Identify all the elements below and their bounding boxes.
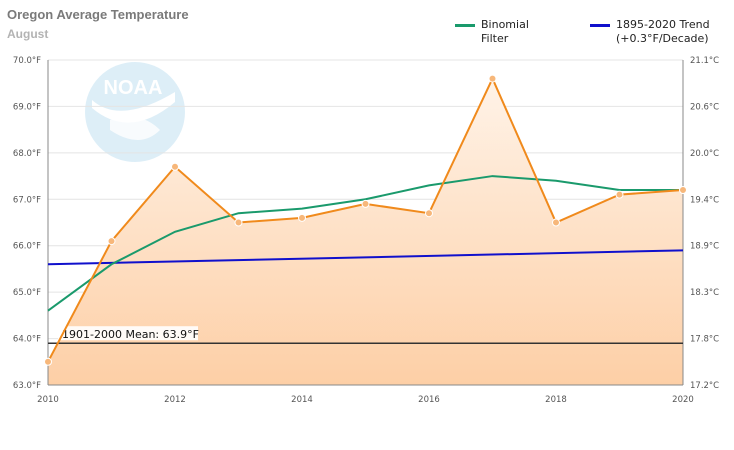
temperature-point: [298, 213, 306, 222]
watermark-text: NOAA: [104, 77, 163, 99]
y-tick-label-left: 67.0°F: [13, 195, 41, 205]
legend-label: Binomial: [481, 18, 529, 31]
temperature-point: [44, 357, 52, 366]
legend-label: 1895-2020 Trend: [616, 18, 710, 31]
legend-item-binomial-filter[interactable]: Binomial Filter: [455, 18, 529, 46]
temperature-area: [48, 78, 683, 386]
chart-title: Oregon Average Temperature: [7, 7, 189, 22]
chart-subtitle: August: [7, 27, 49, 41]
x-tick-label: 2018: [545, 395, 567, 405]
noaa-logo-watermark: NOAA: [85, 62, 185, 162]
legend-label: (+0.3°F/Decade): [616, 32, 709, 45]
temperature-point: [488, 74, 497, 83]
y-tick-label-left: 64.0°F: [13, 335, 41, 345]
temperature-point: [234, 218, 243, 227]
x-tick-label: 2016: [418, 395, 440, 405]
y-tick-label-left: 65.0°F: [13, 288, 41, 298]
y-tick-label-right: 20.6°C: [690, 102, 719, 112]
temperature-point: [425, 209, 433, 218]
legend-label: Filter: [481, 32, 509, 45]
mean-label-text: 1901-2000 Mean: 63.9°F: [62, 328, 199, 341]
y-tick-label-right: 20.0°C: [690, 149, 719, 159]
temperature-point: [615, 190, 624, 199]
x-tick-label: 2012: [164, 395, 186, 405]
temperature-point: [679, 186, 687, 194]
legend-item-trend[interactable]: 1895-2020 Trend (+0.3°F/Decade): [590, 18, 710, 46]
y-tick-label-right: 18.9°C: [690, 242, 719, 252]
legend-swatch-trend: [590, 24, 610, 27]
binomial-filter-line: [47, 175, 683, 312]
y-tick-label-left: 69.0°F: [13, 102, 41, 112]
temperature-point: [107, 237, 116, 246]
x-tick-label: 2014: [291, 395, 313, 405]
y-tick-label-right: 19.4°C: [690, 195, 719, 205]
temperature-point: [171, 162, 179, 171]
y-tick-label-right: 21.1°C: [690, 56, 719, 66]
y-tick-label-right: 18.3°C: [690, 288, 719, 298]
x-tick-label: 2010: [37, 395, 59, 405]
trend-line: [47, 249, 684, 266]
y-tick-label-right: 17.2°C: [690, 381, 719, 391]
y-tick-label-left: 63.0°F: [13, 381, 41, 391]
mean-label: 1901-2000 Mean: 63.9°F: [58, 326, 199, 341]
y-tick-label-left: 68.0°F: [13, 149, 41, 159]
x-tick-label: 2020: [672, 395, 694, 405]
legend-swatch-binomial-filter: [455, 24, 475, 27]
temperature-point: [361, 199, 370, 208]
temperature-point: [552, 218, 560, 227]
y-tick-label-left: 70.0°F: [13, 56, 41, 66]
y-tick-label-left: 66.0°F: [13, 242, 41, 252]
y-tick-label-right: 17.8°C: [690, 335, 719, 345]
